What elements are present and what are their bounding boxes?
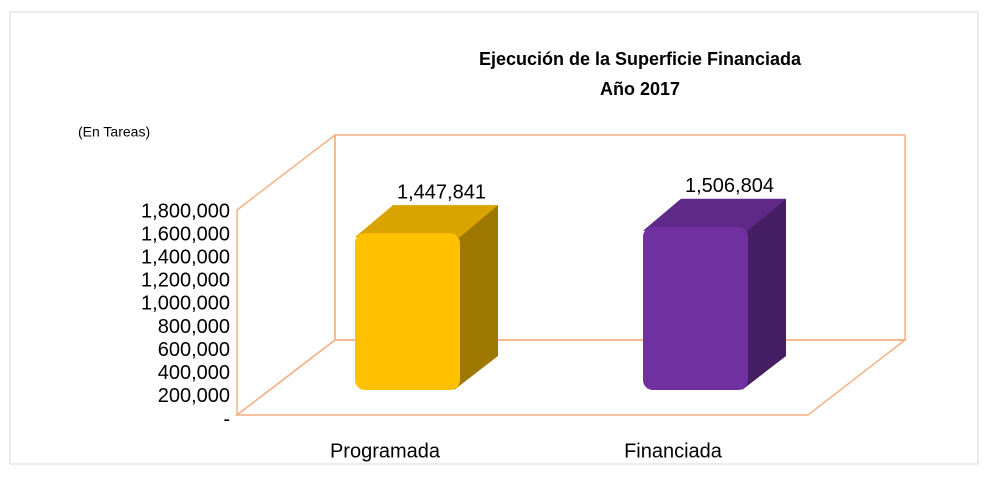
chart-subtitle: Año 2017 (600, 79, 680, 99)
bar (355, 233, 460, 390)
x-tick-label: Programada (330, 440, 441, 462)
y-tick-label: 600,000 (158, 339, 230, 361)
y-tick-label: 400,000 (158, 362, 230, 384)
side-wall (236, 133, 336, 417)
y-axis-label: (En Tareas) (78, 124, 150, 140)
bar-top (355, 205, 498, 238)
y-tick-label: 1,200,000 (141, 270, 230, 292)
bar-top (643, 198, 786, 231)
data-label: 1,447,841 (397, 181, 486, 203)
y-tick-label: - (223, 408, 230, 430)
bar-side (454, 205, 498, 390)
y-tick-label: 1,400,000 (141, 247, 230, 269)
y-tick-label: 200,000 (158, 385, 230, 407)
data-label: 1,506,804 (685, 175, 774, 197)
y-tick-label: 1,800,000 (141, 200, 230, 222)
bar-side (742, 198, 786, 390)
bar (643, 226, 748, 390)
chart-title: Ejecución de la Superficie Financiada (479, 49, 802, 69)
y-tick-label: 1,000,000 (141, 293, 230, 315)
y-tick-label: 1,600,000 (141, 223, 230, 245)
y-tick-label: 800,000 (158, 316, 230, 338)
x-tick-label: Financiada (624, 440, 723, 462)
